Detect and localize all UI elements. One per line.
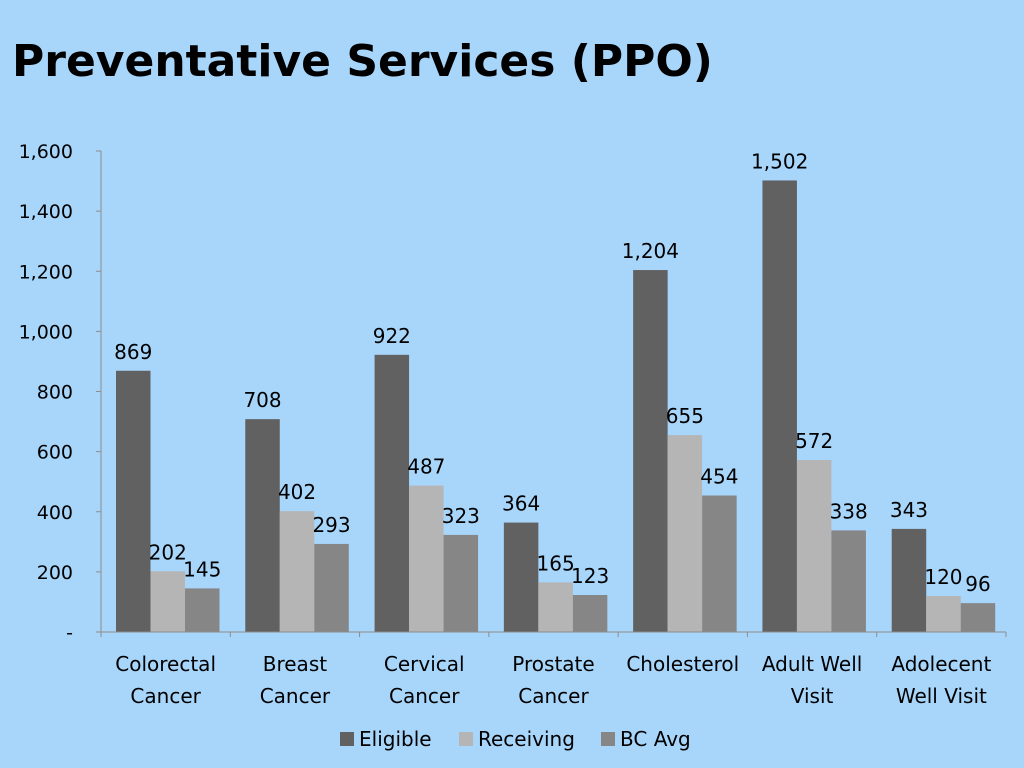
legend-label: BC Avg bbox=[620, 727, 691, 751]
bar bbox=[762, 180, 797, 632]
x-category-label: Colorectal bbox=[115, 652, 216, 676]
bar bbox=[503, 522, 539, 632]
data-label: 708 bbox=[243, 388, 281, 412]
data-label: 120 bbox=[924, 565, 962, 589]
x-category-label: Cervical bbox=[384, 652, 465, 676]
data-label: 293 bbox=[312, 513, 350, 537]
x-category-label: Cancer bbox=[389, 684, 460, 708]
legend-swatch bbox=[459, 732, 473, 746]
bar bbox=[279, 511, 315, 632]
data-label: 343 bbox=[890, 498, 928, 522]
bar bbox=[409, 485, 444, 632]
legend-label: Receiving bbox=[478, 727, 575, 751]
data-label: 1,502 bbox=[751, 149, 808, 173]
data-label: 338 bbox=[830, 499, 868, 523]
y-tick-label: 1,200 bbox=[19, 261, 73, 283]
y-tick-label: 1,600 bbox=[19, 141, 73, 163]
data-label: 364 bbox=[502, 492, 540, 516]
data-label: 869 bbox=[114, 340, 152, 364]
bar bbox=[633, 270, 668, 632]
data-label: 145 bbox=[183, 557, 221, 581]
legend-label: Eligible bbox=[359, 727, 432, 751]
data-label: 165 bbox=[537, 551, 575, 575]
data-label: 655 bbox=[666, 404, 704, 428]
bar bbox=[702, 495, 737, 632]
y-tick-label: 1,400 bbox=[19, 201, 73, 223]
bar bbox=[245, 419, 280, 632]
data-label: 572 bbox=[795, 429, 833, 453]
bar bbox=[374, 354, 410, 632]
bar bbox=[538, 582, 573, 632]
data-label: 123 bbox=[571, 564, 609, 588]
bar bbox=[572, 595, 608, 632]
bar bbox=[314, 543, 349, 632]
data-label: 323 bbox=[442, 504, 480, 528]
y-tick-label: 400 bbox=[37, 502, 73, 524]
x-category-label: Visit bbox=[791, 684, 834, 708]
data-label: 922 bbox=[373, 324, 411, 348]
bar bbox=[185, 588, 220, 632]
bar bbox=[796, 460, 832, 632]
x-category-label: Breast bbox=[263, 652, 327, 676]
y-tick-label: 600 bbox=[37, 442, 73, 464]
bar bbox=[891, 528, 927, 632]
y-tick-label: 1,000 bbox=[19, 321, 73, 343]
legend-swatch bbox=[601, 732, 615, 746]
data-label: 402 bbox=[278, 480, 316, 504]
chart-title: Preventative Services (PPO) bbox=[12, 36, 713, 87]
bar bbox=[443, 534, 479, 632]
data-label: 202 bbox=[149, 540, 187, 564]
legend-swatch bbox=[340, 732, 354, 746]
y-tick-label: - bbox=[66, 622, 73, 644]
bar bbox=[960, 603, 996, 632]
y-tick-label: 800 bbox=[37, 382, 73, 404]
x-category-label: Adult Well bbox=[762, 652, 862, 676]
data-label: 487 bbox=[407, 455, 445, 479]
data-label: 96 bbox=[965, 572, 990, 596]
bar bbox=[667, 435, 703, 632]
bar bbox=[926, 595, 961, 632]
x-category-label: Cancer bbox=[518, 684, 589, 708]
x-category-label: Cholesterol bbox=[626, 652, 739, 676]
x-category-label: Adolecent bbox=[891, 652, 991, 676]
data-label: 1,204 bbox=[622, 239, 679, 263]
data-label: 454 bbox=[700, 465, 738, 489]
bar bbox=[116, 370, 151, 632]
x-category-label: Prostate bbox=[512, 652, 594, 676]
x-category-label: Cancer bbox=[260, 684, 331, 708]
x-category-label: Well Visit bbox=[896, 684, 987, 708]
bar bbox=[831, 530, 866, 632]
bar bbox=[150, 571, 185, 632]
x-category-label: Cancer bbox=[130, 684, 201, 708]
y-tick-label: 200 bbox=[37, 562, 73, 584]
